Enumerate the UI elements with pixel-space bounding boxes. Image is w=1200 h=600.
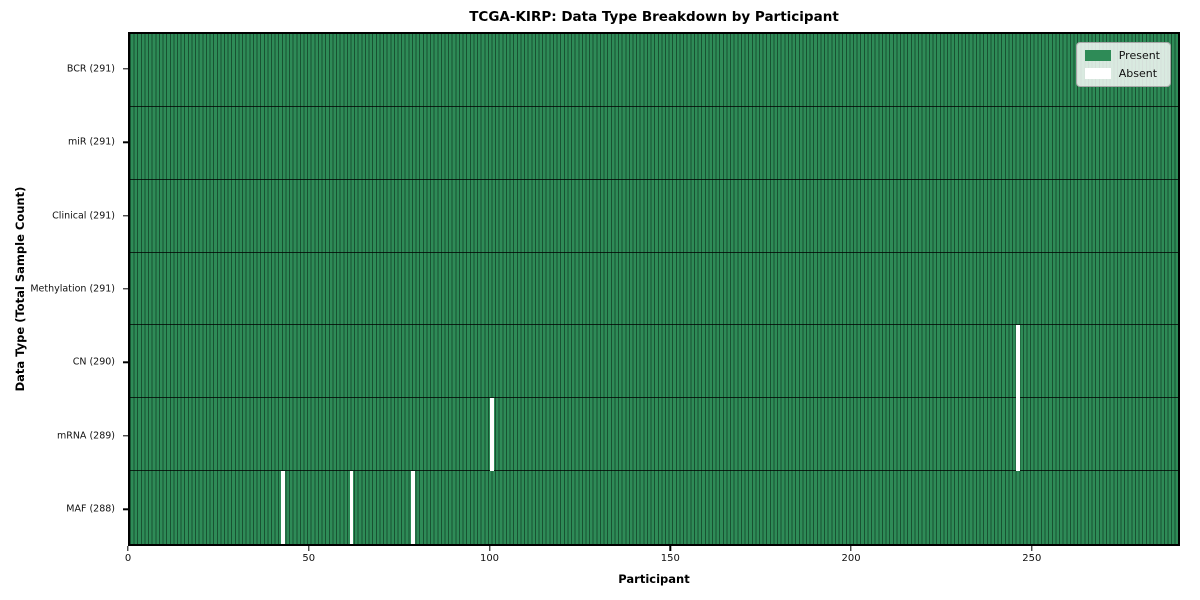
y-tick-mark (123, 68, 128, 70)
x-tick-label-150: 150 (660, 553, 680, 564)
absent-swatch-icon (1084, 68, 1111, 79)
y-tick-mark (123, 508, 128, 510)
plot-area: Present Absent (128, 32, 1180, 546)
absent-gap-mrna-100 (490, 398, 494, 472)
row-band-methylation (130, 253, 1178, 326)
x-axis-label: Participant (618, 572, 690, 586)
x-tick-mark (308, 546, 310, 551)
y-tick-label-cn: CN (290) (72, 356, 115, 368)
x-tick-mark (127, 546, 129, 551)
row-band-mir (130, 107, 1178, 180)
x-tick-label-50: 50 (302, 553, 316, 564)
legend-item-present: Present (1084, 49, 1160, 62)
plot-background (130, 34, 1178, 544)
y-tick-label-maf: MAF (288) (66, 503, 115, 515)
row-band-bcr (130, 34, 1178, 107)
gaps-layer (130, 34, 1178, 544)
y-tick-label-bcr: BCR (291) (66, 63, 115, 75)
absent-gap-maf-78 (410, 471, 415, 544)
x-axis-ticks: 0 50 100 150 200 250 (124, 546, 1180, 572)
y-tick-mark (123, 214, 128, 217)
absent-gap-maf-42 (281, 471, 285, 544)
x-tick-mark (1031, 546, 1033, 551)
legend: Present Absent (1075, 42, 1171, 87)
x-tick-label-0: 0 (124, 553, 132, 564)
y-tick-mark (123, 361, 128, 364)
y-tick-mark (123, 288, 128, 290)
y-tick-label-clinical: Clinical (291) (52, 210, 115, 222)
rows-layer (130, 34, 1178, 544)
row-band-clinical (130, 180, 1178, 253)
present-swatch-icon (1084, 50, 1111, 61)
legend-item-absent: Absent (1084, 67, 1160, 80)
x-tick-mark (488, 546, 491, 551)
y-tick-label-mrna: mRNA (289) (56, 430, 115, 442)
absent-gap-maf-61 (349, 471, 354, 544)
absent-gap-mrna-246 (1015, 398, 1020, 472)
absent-gap-cn-246 (1015, 325, 1020, 399)
row-band-cn (130, 325, 1178, 399)
x-tick-mark (669, 546, 671, 551)
legend-label-present: Present (1118, 49, 1160, 62)
x-tick-label-100: 100 (479, 553, 500, 564)
y-tick-label-mir: miR (291) (67, 136, 115, 148)
y-tick-mark (123, 435, 128, 437)
legend-label-absent: Absent (1118, 67, 1158, 80)
y-tick-mark (123, 141, 128, 143)
y-axis-ticks: BCR (291) miR (291) Clinical (291) Methylat… (0, 32, 128, 546)
x-tick-mark (850, 546, 852, 551)
x-tick-label-250: 250 (1022, 553, 1042, 564)
row-band-mrna (130, 398, 1178, 472)
y-tick-label-methylation: Methylation (291) (30, 283, 115, 295)
x-tick-label-200: 200 (841, 553, 861, 564)
chart-title: TCGA-KIRP: Data Type Breakdown by Partic… (469, 9, 839, 25)
